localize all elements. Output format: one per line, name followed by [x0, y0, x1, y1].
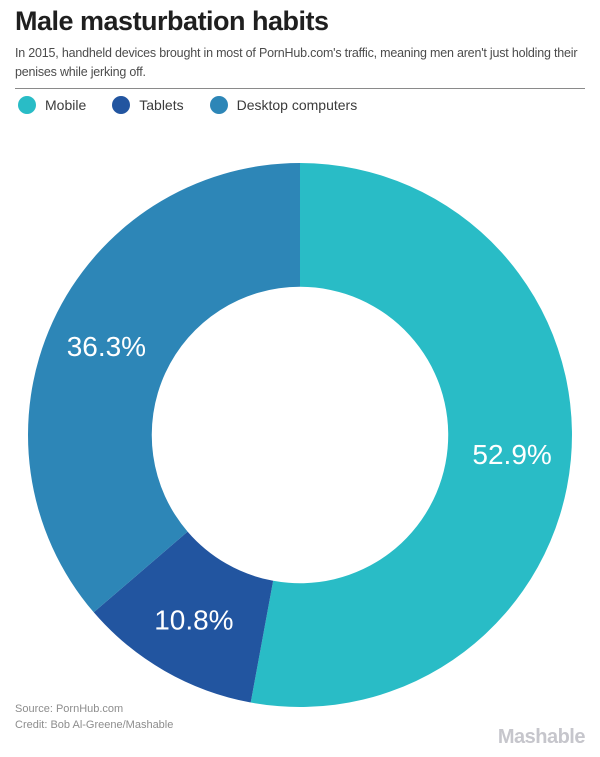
donut-segment-desktop-computers	[28, 162, 301, 613]
header: Male masturbation habits In 2015, handhe…	[15, 6, 585, 82]
desktop-swatch-icon	[209, 96, 228, 114]
page-subtitle: In 2015, handheld devices brought in mos…	[15, 46, 578, 79]
source-line: Source: PornHub.com	[15, 703, 124, 715]
credit-line: Credit: Bob Al-Greene/Mashable	[15, 719, 174, 731]
source-credit: Source: PornHub.com Credit: Bob Al-Green…	[15, 701, 173, 733]
chart-legend: Mobile Tablets Desktop computers	[18, 96, 383, 114]
donut-segment-mobile	[250, 163, 572, 707]
donut-segment-value-label: 36.3%	[67, 331, 146, 362]
donut-segment-tablets	[93, 531, 274, 703]
donut-segment-value-label: 10.8%	[154, 605, 233, 636]
legend-label: Tablets	[139, 97, 184, 113]
legend-item-desktop: Desktop computers	[209, 96, 358, 114]
donut-segment-value-label: 52.9%	[472, 439, 551, 470]
legend-label: Mobile	[45, 97, 87, 113]
divider-line	[15, 88, 585, 89]
legend-label: Desktop computers	[236, 97, 358, 113]
legend-item-tablets: Tablets	[112, 96, 184, 114]
mashable-logo: Mashable	[497, 726, 586, 748]
tablets-swatch-icon	[112, 96, 131, 114]
mobile-swatch-icon	[18, 96, 36, 114]
legend-item-mobile: Mobile	[18, 96, 86, 114]
page-title: Male masturbation habits	[15, 6, 329, 36]
